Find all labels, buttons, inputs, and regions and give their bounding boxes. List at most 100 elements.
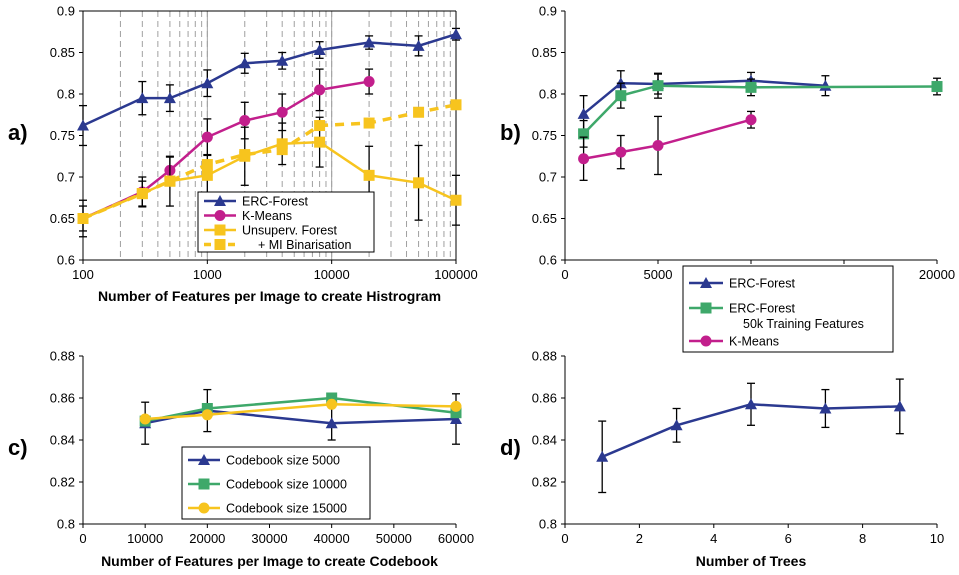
legend-label: ERC-Forest: [729, 302, 796, 316]
data-point: [577, 107, 590, 119]
data-point: [314, 136, 326, 148]
x-tick-label: 10: [930, 531, 944, 546]
x-tick-label: 100: [72, 267, 94, 282]
y-tick-label: 0.82: [532, 475, 557, 490]
y-tick-label: 0.8: [57, 87, 75, 102]
legend-marker: [198, 478, 210, 490]
y-tick-label: 0.75: [532, 128, 557, 143]
panel-label: b): [500, 120, 521, 145]
x-tick-label: 60000: [438, 531, 474, 546]
series-4: [77, 99, 462, 224]
panel-c: 0.8 0.82 0.84 0.86 0.88 0 10000 20000 30000 40000…: [8, 349, 474, 570]
legend-label: Codebook size 15000: [226, 502, 347, 516]
data-point: [819, 402, 832, 414]
series-3: [139, 398, 462, 425]
x-tick-label: 0: [561, 267, 568, 282]
x-tick-label: 2: [636, 531, 643, 546]
legend-marker: [214, 224, 226, 236]
x-tick-label: 1000: [193, 267, 222, 282]
series-3: [578, 110, 757, 181]
legend-label: 50k Training Features: [743, 317, 864, 331]
data-point: [450, 99, 462, 111]
x-tick-label: 10000: [127, 531, 163, 546]
data-point: [164, 175, 176, 187]
data-point: [412, 39, 425, 51]
data-point: [450, 413, 462, 424]
legend-marker: [700, 302, 712, 314]
data-point: [578, 153, 590, 165]
data-point: [136, 188, 148, 200]
y-tick-label: 0.75: [50, 128, 75, 143]
data-point: [450, 407, 462, 419]
y-tick-label: 0.6: [57, 253, 75, 268]
y-tick-label: 0.86: [532, 391, 557, 406]
data-point: [136, 92, 149, 104]
data-point: [77, 213, 89, 224]
legend-label: Codebook size 5000: [226, 454, 340, 468]
legend-marker: [700, 335, 712, 347]
series-line: [82, 33, 457, 127]
data-point: [450, 28, 462, 40]
legend-label: ERC-Forest: [729, 277, 796, 291]
data-point: [578, 128, 590, 140]
legend-marker: [198, 502, 210, 514]
y-tick-label: 0.7: [539, 170, 557, 185]
data-point: [615, 90, 627, 102]
x-tick-label: 6: [785, 531, 792, 546]
series-line: [82, 140, 457, 220]
y-tick-label: 0.8: [539, 87, 557, 102]
data-point: [363, 36, 376, 48]
data-point: [325, 417, 338, 429]
panel-label: d): [500, 435, 521, 460]
panel-label: c): [8, 435, 28, 460]
data-point: [745, 114, 757, 126]
data-point: [276, 138, 288, 150]
x-tick-label: 5000: [644, 267, 673, 282]
data-point: [139, 413, 151, 425]
series-line: [144, 396, 457, 423]
series-1: [77, 27, 462, 147]
data-point: [326, 398, 338, 410]
legend-marker: [700, 277, 712, 288]
data-point: [314, 84, 326, 96]
y-tick-label: 0.85: [532, 45, 557, 60]
y-tick-label: 0.85: [50, 45, 75, 60]
series-1: [596, 378, 906, 494]
y-tick-label: 0.9: [57, 4, 75, 19]
y-tick-label: 0.9: [539, 4, 557, 19]
y-tick-label: 0.8: [539, 517, 557, 532]
x-tick-label: 20000: [919, 267, 955, 282]
series-2: [578, 72, 943, 148]
panel-b: 0.60.650.70.750.80.850.90500010000150002…: [500, 4, 955, 353]
data-point: [201, 77, 214, 89]
x-axis-label: Number of Features per Image to create H…: [98, 288, 441, 304]
legend-marker: [214, 195, 226, 206]
data-point: [276, 106, 288, 118]
data-point: [276, 54, 289, 66]
y-tick-label: 0.88: [532, 349, 557, 364]
x-tick-label: 0: [561, 531, 568, 546]
legend-label: Codebook size 10000: [226, 478, 347, 492]
data-point: [745, 398, 757, 410]
data-point: [201, 403, 213, 414]
series-line: [82, 103, 457, 221]
data-point: [201, 159, 213, 171]
panel-d: 0.8 0.82 0.84 0.86 0.88 0 2 4 6 8 10 Number of Tree…: [500, 349, 944, 570]
y-tick-label: 0.7: [57, 170, 75, 185]
y-tick-label: 0.8: [57, 517, 75, 532]
data-point: [363, 117, 375, 129]
legend-label: Unsuperv. Forest: [242, 224, 337, 238]
data-point: [596, 450, 609, 462]
x-axis-label: Number of Trees: [696, 553, 807, 569]
panel-label: a): [8, 120, 28, 145]
data-point: [163, 92, 176, 104]
series-line: [145, 403, 457, 421]
data-point: [77, 119, 89, 131]
panel-a: 0.6 0.65 0.7 0.75 0.8 0.85 0.9 100 1000 10000 1000…: [8, 4, 478, 305]
data-point: [931, 81, 943, 93]
y-tick-label: 0.84: [532, 433, 557, 448]
x-tick-label: 20000: [189, 531, 225, 546]
data-point: [314, 120, 326, 132]
